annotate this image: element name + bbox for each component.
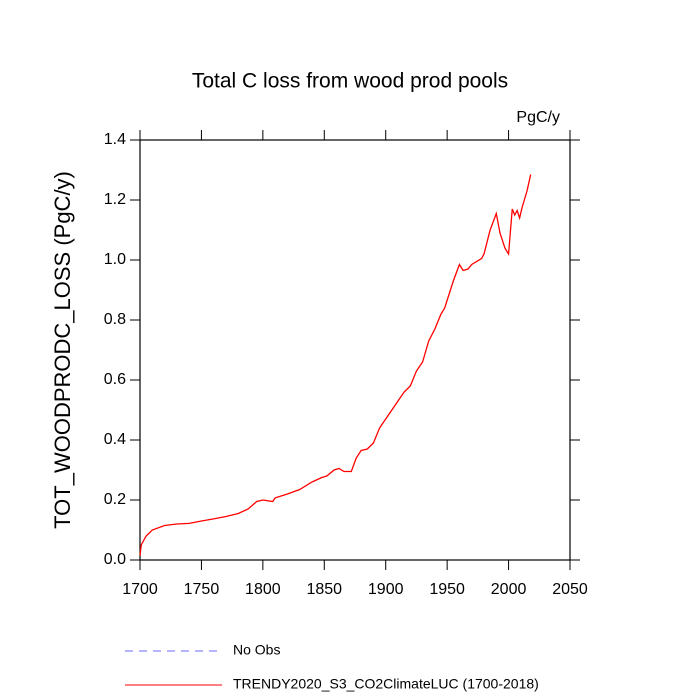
series-line: [139, 174, 532, 556]
chart-title: Total C loss from wood prod pools: [192, 70, 508, 93]
x-tick-label: 1700: [122, 581, 158, 598]
units-label: PgC/y: [516, 109, 560, 126]
x-tick-label: 1900: [368, 581, 404, 598]
x-tick-label: 1850: [306, 581, 342, 598]
y-tick-label: 1.0: [104, 251, 126, 268]
x-tick-label: 1800: [245, 581, 281, 598]
x-tick-label: 2050: [552, 581, 588, 598]
y-tick-label: 1.4: [104, 131, 126, 148]
y-tick-label: 0.6: [104, 371, 126, 388]
y-tick-label: 0.2: [104, 491, 126, 508]
y-axis-label: TOT_WOODPRODC_LOSS (PgC/y): [50, 171, 75, 529]
y-tick-label: 0.8: [104, 311, 126, 328]
plot-frame: [139, 139, 571, 561]
x-tick-label: 2000: [491, 581, 527, 598]
x-tick-label: 1750: [184, 581, 220, 598]
y-tick-label: 1.2: [104, 191, 126, 208]
x-tick-label: 1950: [429, 581, 465, 598]
legend-label: No Obs: [233, 642, 280, 658]
legend-label: TRENDY2020_S3_CO2ClimateLUC (1700-2018): [233, 676, 539, 692]
y-tick-label: 0.4: [104, 431, 126, 448]
y-tick-label: 0.0: [104, 551, 126, 568]
